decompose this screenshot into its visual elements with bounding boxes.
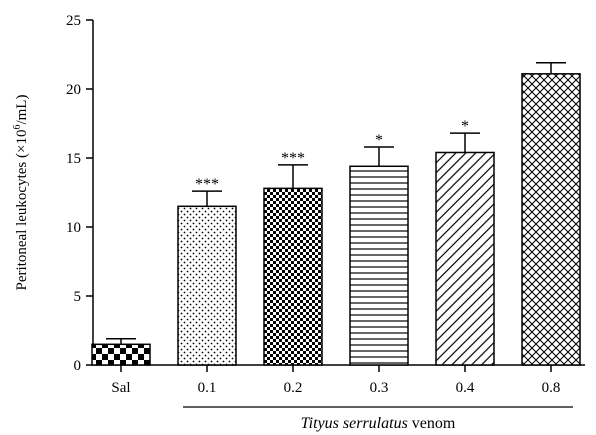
axes: 0 5 10 15 20 25 Peritoneal leukocytes (×106/mL…: [12, 13, 585, 374]
y-tick-label: 0: [74, 358, 82, 374]
x-tick-label: 0.4: [456, 380, 475, 396]
bars: [91, 62, 581, 366]
bar-Sal: [91, 343, 151, 366]
x-tick-label: 0.8: [542, 380, 561, 396]
y-tick-label: 10: [66, 220, 81, 236]
y-axis-label: Peritoneal leukocytes (×106/mL): [12, 95, 30, 291]
bar-0.2: [263, 187, 323, 366]
labels: Sal *** 0.1 *** 0.2 * 0.3 * 0.4 0.8 Tityus serrula…: [111, 118, 573, 432]
bar-0.1: [177, 205, 237, 366]
y-tick-label: 25: [66, 13, 81, 29]
y-tick-label: 5: [74, 289, 82, 305]
significance-marker: *: [461, 118, 469, 135]
group-label: Tityus serrulatus venom: [301, 415, 456, 432]
significance-marker: *: [375, 132, 383, 149]
bar-0.8: [521, 73, 581, 366]
x-tick-label: Sal: [111, 380, 130, 396]
significance-marker: ***: [281, 150, 305, 167]
x-tick-label: 0.2: [284, 380, 303, 396]
y-tick-label: 20: [66, 82, 81, 98]
x-tick-label: 0.1: [198, 380, 217, 396]
y-tick-label: 15: [66, 151, 81, 167]
significance-marker: ***: [195, 176, 219, 193]
bar-0.3: [349, 165, 409, 366]
bar-0.4: [435, 151, 495, 366]
x-tick-label: 0.3: [370, 380, 389, 396]
